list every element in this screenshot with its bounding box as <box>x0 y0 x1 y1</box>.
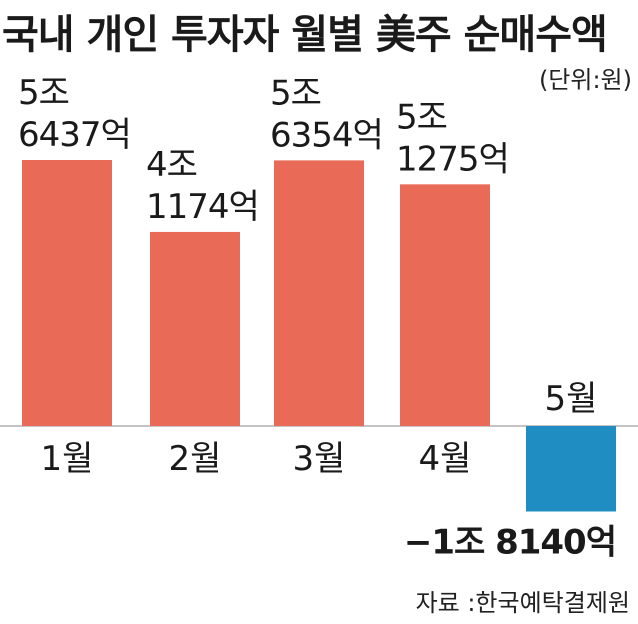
bar-1 <box>22 160 112 426</box>
tick-label: 3월 <box>293 439 346 479</box>
data-label: 6437억 <box>18 115 131 155</box>
source-note: 자료 :한국예탁결제원 <box>415 589 630 617</box>
tick-label: 5월 <box>545 379 598 419</box>
tick-label: 1월 <box>41 439 94 479</box>
unit-note: (단위:원) <box>538 66 632 94</box>
bar-4 <box>400 184 490 426</box>
data-label: 5조 <box>396 97 447 137</box>
chart-title: 국내 개인 투자자 월별 美주 순매수액 <box>2 12 608 58</box>
data-label: 4조 <box>146 145 197 185</box>
bar-3 <box>274 160 364 427</box>
bar-5 <box>526 426 616 512</box>
data-label: −1조 8140억 <box>404 522 616 562</box>
data-label: 1275억 <box>396 139 509 179</box>
data-label: 5조 <box>18 73 69 113</box>
tick-label: 2월 <box>169 439 222 479</box>
data-label: 5조 <box>270 73 321 113</box>
bar-2 <box>150 231 240 426</box>
data-label: 6354억 <box>270 115 383 155</box>
tick-label: 4월 <box>419 439 472 479</box>
data-label: 1174억 <box>146 187 259 227</box>
